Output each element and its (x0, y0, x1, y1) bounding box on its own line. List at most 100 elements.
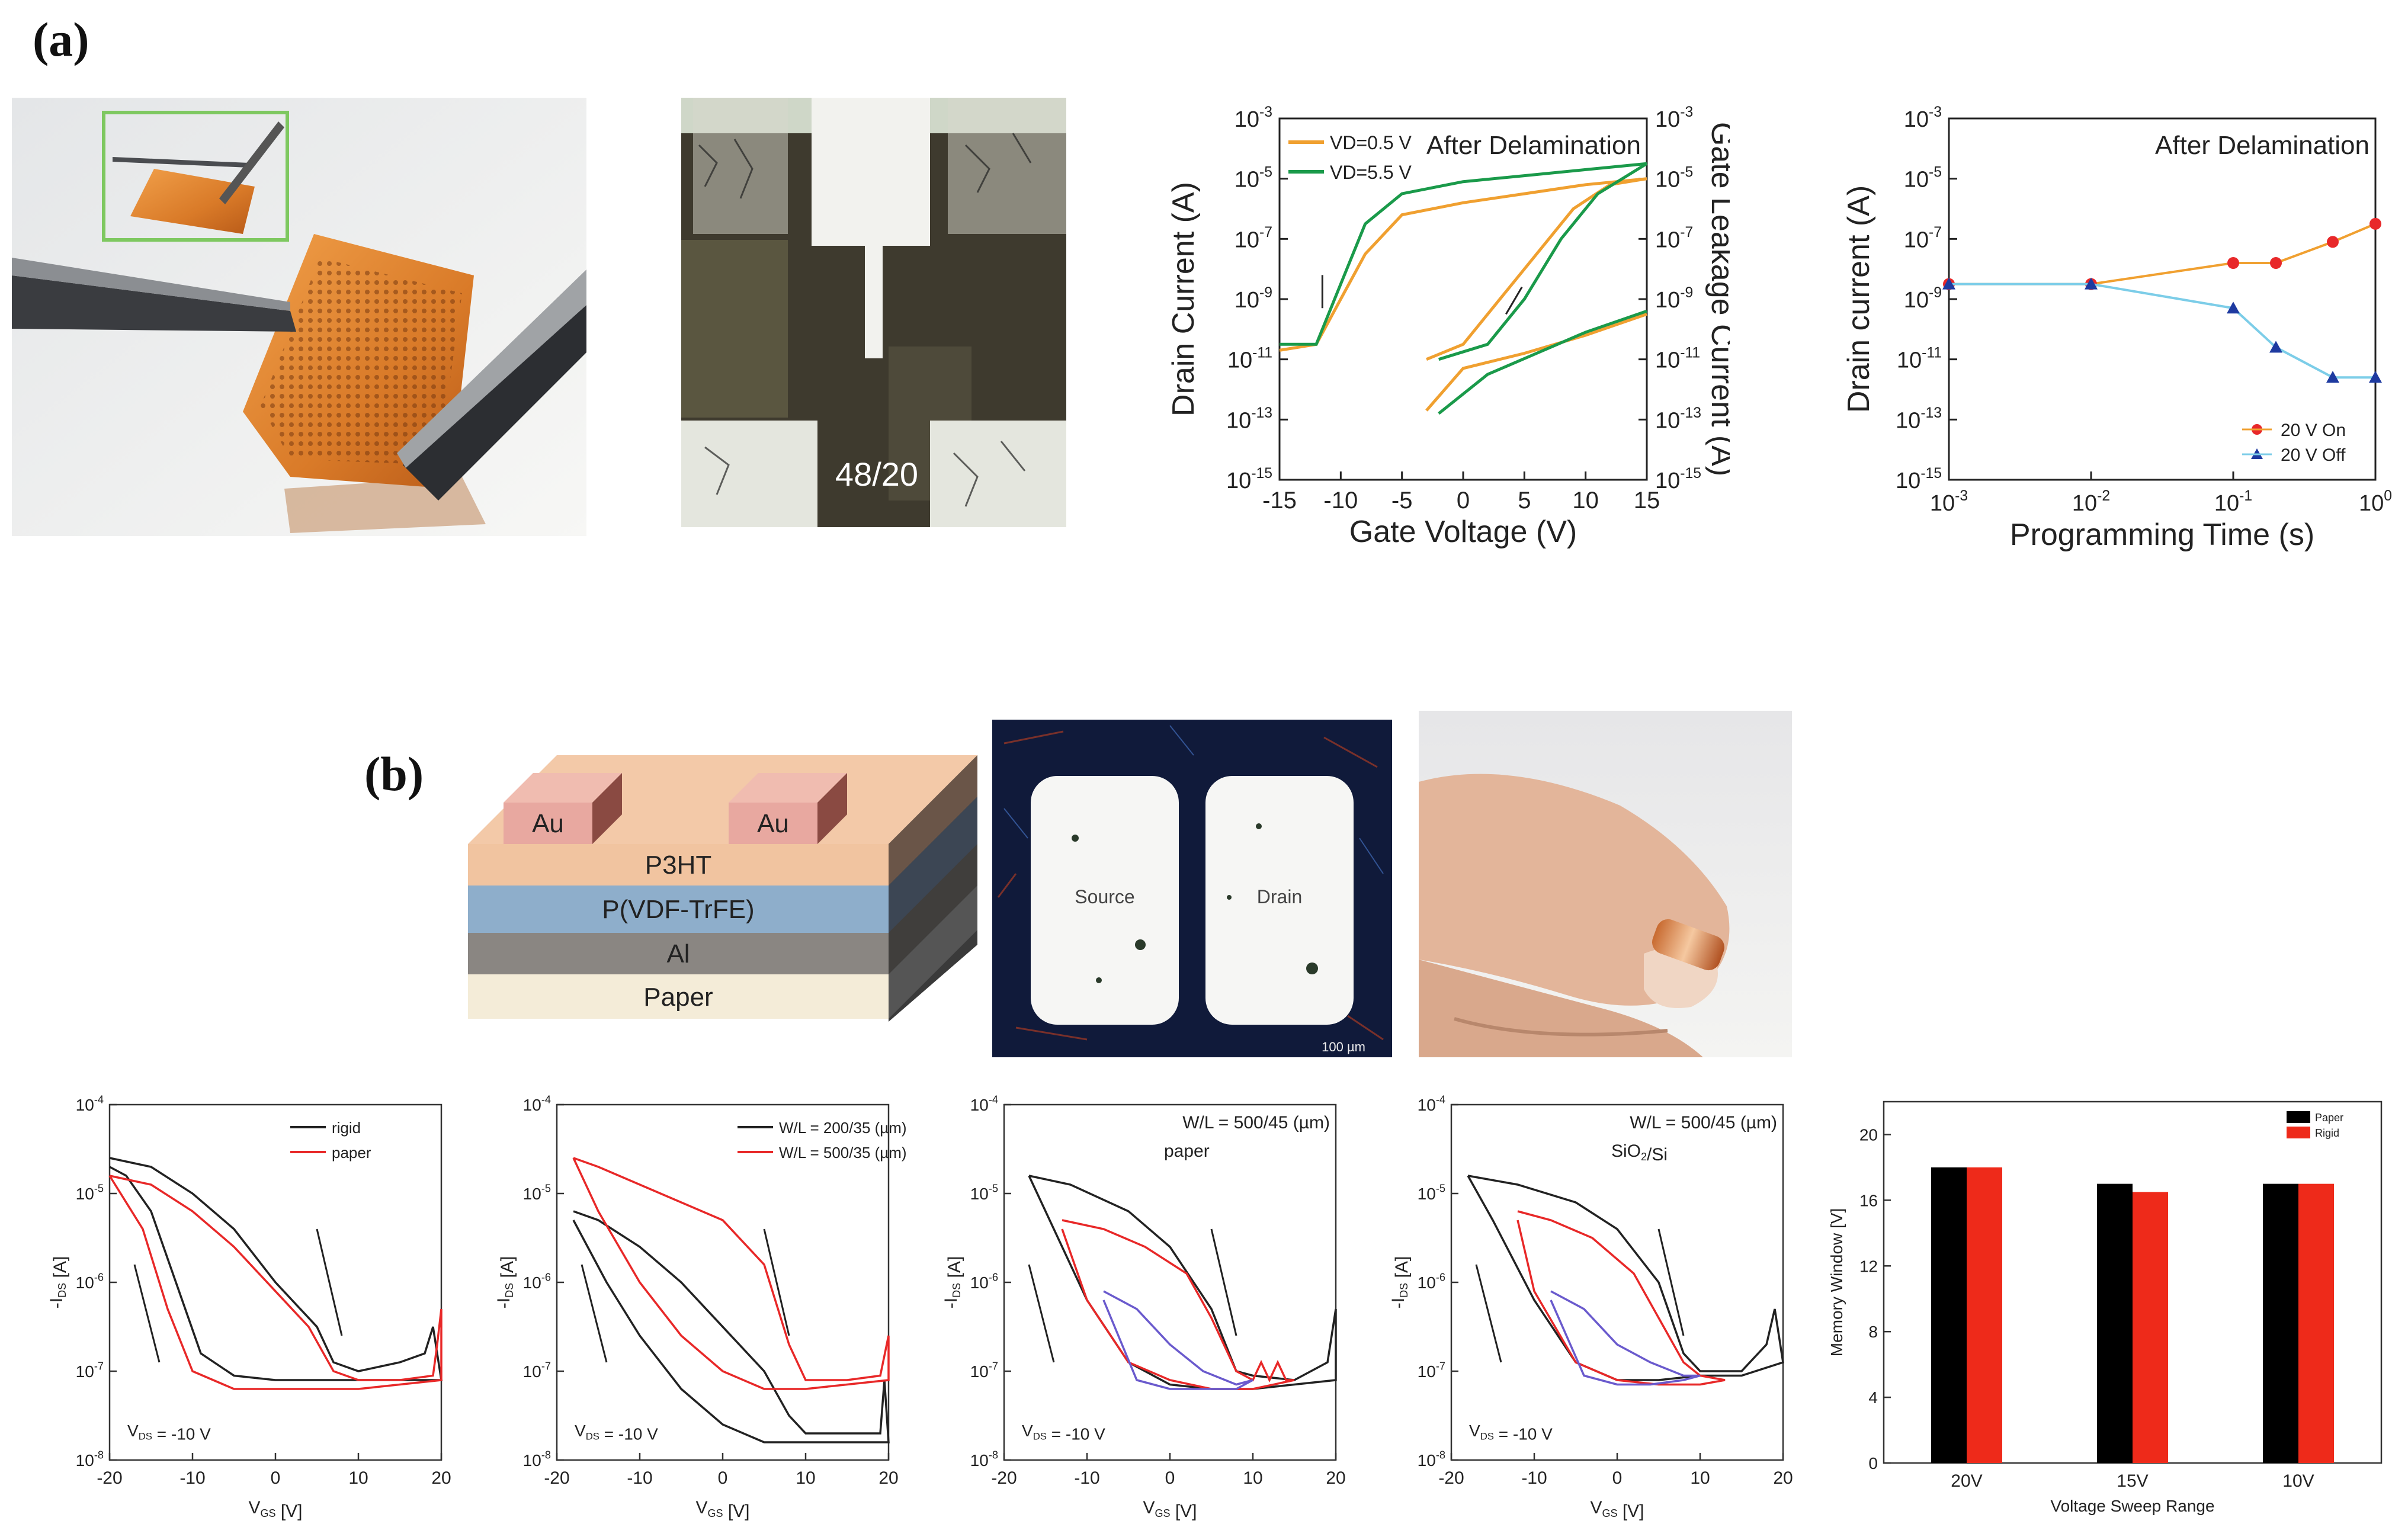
legend-text: W/L = 500/45 (µm) (1182, 1113, 1330, 1132)
data-point (2369, 217, 2381, 230)
data-point (2369, 371, 2382, 383)
data-point (2085, 277, 2098, 290)
x-tick-label: 10 (1243, 1468, 1262, 1488)
x-tick-label: -10 (1074, 1468, 1099, 1488)
x-tick-label: 20 (878, 1468, 898, 1488)
series-0-line (572, 1210, 890, 1443)
sweep-arrow-up (1505, 286, 1523, 315)
y-tick-label: 10-5 (1904, 165, 1942, 192)
layer-stack-diagram: Au Au P3HT P(VDF-TrFE) Al Paper (468, 755, 977, 1022)
y-tick-label: 10-15 (1226, 466, 1272, 493)
panel-b-label: (b) (364, 747, 424, 801)
legend-swatch (2287, 1111, 2310, 1123)
series-1-line (1061, 1219, 1295, 1390)
y-tick-label: 10-8 (523, 1449, 551, 1470)
y2-axis-label: Gate Leakage Current (A) (1705, 122, 1730, 476)
y-tick-label: 10-13 (1226, 405, 1272, 433)
y-axis-label: -IDS [A] (941, 1256, 964, 1308)
x-tick-label: -5 (1391, 487, 1413, 514)
x-tick-label: -20 (97, 1468, 122, 1488)
x-tick-label: 10 (348, 1468, 368, 1488)
x-tick-label: -10 (179, 1468, 205, 1488)
rolled-device-photo (1419, 711, 1792, 1057)
x-axis-label: VGS [V] (1590, 1498, 1644, 1521)
y-axis-label: -IDS [A] (1389, 1256, 1412, 1308)
y2-tick-label: 10-15 (1655, 466, 1701, 493)
series-0-line (1028, 1175, 1337, 1390)
sweep-arrow-right (763, 1228, 790, 1336)
series-1-leak (1438, 309, 1647, 415)
x-tick-label: -10 (1521, 1468, 1547, 1488)
series-0-line (1949, 223, 2376, 285)
data-point (2269, 341, 2282, 353)
y-tick-label: 10-8 (1418, 1449, 1445, 1470)
y-tick-label: 10-4 (1418, 1093, 1445, 1114)
chart-wl-comparison: -20 -10 0 10 20 10-8 10-7 10-6 10-5 10-4 VGS [V] -I… (494, 1093, 907, 1521)
device-photo (12, 98, 586, 536)
electrode-label-right: Au (757, 809, 789, 838)
x-tick-label: 15V (2117, 1471, 2148, 1491)
y-tick-label: 20 (1859, 1125, 1878, 1144)
data-point (2327, 236, 2339, 248)
data-point (2326, 371, 2339, 383)
legend-text: SiO2/Si (1611, 1141, 1668, 1164)
x-tick-label: 10-2 (2072, 488, 2110, 516)
sweep-arrow-right (316, 1228, 343, 1336)
y-tick-label: 10-9 (1904, 285, 1942, 313)
source-label: Source (1075, 886, 1134, 907)
y-axis-label: Memory Window [V] (1827, 1208, 1846, 1357)
series-1-forward (1438, 162, 1648, 361)
bar-rigid (2133, 1192, 2168, 1463)
x-axis-label: VGS [V] (695, 1498, 749, 1521)
chart-sweep-range-sio2: -20 -10 0 10 20 10-8 10-7 10-6 10-5 10-4 VGS [V] -I… (1389, 1093, 1793, 1521)
y-tick-label: 10-6 (76, 1271, 104, 1292)
legend-label: 20 V On (2281, 421, 2346, 440)
y-tick-label: 12 (1859, 1257, 1878, 1275)
x-tick-label: 5 (1518, 487, 1531, 514)
x-axis-label: VGS [V] (1143, 1498, 1197, 1521)
x-tick-label: 100 (2359, 488, 2392, 516)
sweep-arrow-left (1028, 1264, 1055, 1363)
y2-tick-label: 10-3 (1655, 104, 1693, 132)
series-1-line (1949, 283, 2375, 379)
x-axis-label: Programming Time (s) (2010, 518, 2314, 552)
x-tick-label: 10 (1572, 487, 1599, 514)
chart-sweep-range-paper: -20 -10 0 10 20 10-8 10-7 10-6 10-5 10-4 VGS [V] -I… (941, 1093, 1346, 1521)
x-tick-label: 20 (1326, 1468, 1345, 1488)
data-point (2227, 257, 2239, 269)
legend-label: W/L = 500/35 (µm) (779, 1144, 907, 1162)
y-tick-label: 10-4 (970, 1093, 998, 1114)
data-point (2227, 301, 2240, 314)
bias-annotation: VDS = -10 V (1022, 1422, 1105, 1443)
x-tick-label: -10 (1323, 487, 1358, 514)
legend-label: W/L = 200/35 (µm) (779, 1119, 907, 1137)
tft-micrograph: 48/20 (681, 98, 1066, 527)
y-tick-label: 10-5 (523, 1182, 551, 1203)
y-tick-label: 10-7 (1904, 224, 1942, 252)
chart-title: After Delamination (1426, 131, 1641, 160)
x-tick-label: 10-3 (1930, 488, 1968, 516)
y-tick-label: 10-7 (970, 1360, 998, 1381)
series-1-line (108, 1175, 443, 1390)
x-tick-label: 10V (2282, 1471, 2314, 1491)
legend-label: rigid (332, 1119, 361, 1137)
bar-rigid (2298, 1183, 2334, 1463)
y-tick-label: 10-4 (523, 1093, 551, 1114)
y-tick-label: 10-11 (1227, 345, 1272, 373)
y2-tick-label: 10-13 (1655, 405, 1701, 433)
bar-paper (2263, 1183, 2298, 1463)
x-axis-label: VGS [V] (248, 1498, 302, 1521)
bar-paper (1931, 1167, 1967, 1463)
series-1-reverse (1280, 162, 1647, 346)
y2-tick-label: 10-5 (1655, 165, 1693, 192)
sweep-arrow-left (133, 1264, 161, 1363)
y-tick-label: 10-9 (1235, 285, 1272, 313)
y-tick-label: 10-8 (970, 1449, 998, 1470)
micrograph-device-label: 48/20 (835, 455, 918, 493)
y-tick-label: 10-3 (1235, 104, 1272, 132)
y-tick-label: 10-5 (970, 1182, 998, 1203)
bias-annotation: VDS = -10 V (575, 1422, 658, 1443)
y2-tick-label: 10-11 (1655, 345, 1700, 373)
x-tick-label: 0 (1165, 1468, 1175, 1488)
